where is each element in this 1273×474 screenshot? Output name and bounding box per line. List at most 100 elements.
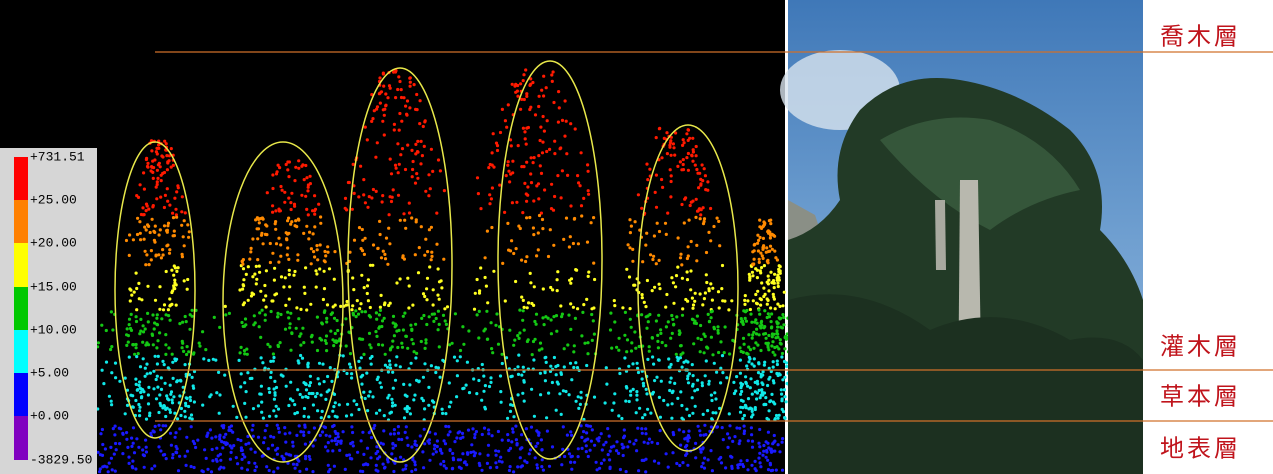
- point: [134, 342, 138, 347]
- point: [602, 443, 606, 447]
- point: [152, 369, 156, 373]
- point: [332, 316, 337, 320]
- point: [706, 180, 710, 184]
- point: [164, 352, 168, 356]
- point: [390, 452, 394, 456]
- point: [761, 370, 765, 374]
- point: [173, 357, 177, 361]
- point: [259, 335, 263, 339]
- point: [201, 403, 205, 407]
- point: [575, 366, 580, 370]
- point: [526, 185, 530, 189]
- point: [693, 404, 697, 408]
- point: [407, 284, 411, 288]
- point: [559, 196, 563, 200]
- point: [125, 403, 130, 407]
- point: [316, 258, 320, 262]
- point: [569, 327, 573, 331]
- point: [155, 374, 159, 378]
- point: [433, 443, 437, 447]
- point: [741, 350, 745, 354]
- point: [396, 345, 400, 350]
- point: [649, 411, 653, 415]
- point: [698, 350, 702, 354]
- layer-label: 喬木層: [1160, 23, 1241, 51]
- point: [461, 452, 465, 456]
- point: [560, 169, 565, 173]
- point: [161, 248, 165, 252]
- point: [528, 83, 532, 87]
- point: [175, 190, 179, 194]
- point: [427, 194, 431, 198]
- point: [633, 220, 637, 224]
- point: [104, 360, 109, 364]
- point: [170, 290, 174, 295]
- point: [258, 311, 262, 315]
- point: [302, 285, 306, 289]
- point: [363, 236, 367, 240]
- point: [508, 328, 512, 332]
- point: [707, 382, 711, 386]
- point: [592, 216, 596, 220]
- point: [158, 393, 162, 397]
- point: [690, 363, 694, 367]
- point: [529, 156, 533, 160]
- point: [744, 404, 748, 408]
- point: [277, 260, 281, 264]
- point: [305, 308, 309, 312]
- point: [254, 282, 258, 286]
- point: [516, 83, 520, 88]
- point: [776, 373, 780, 378]
- point: [646, 441, 650, 445]
- point: [749, 312, 753, 316]
- point: [607, 434, 611, 438]
- point: [755, 379, 760, 383]
- point: [636, 370, 641, 375]
- point: [408, 412, 412, 416]
- point: [300, 193, 304, 197]
- point: [378, 308, 383, 312]
- point: [645, 231, 649, 235]
- point: [753, 467, 757, 471]
- point: [192, 351, 196, 355]
- point: [309, 302, 313, 306]
- point: [476, 192, 480, 196]
- point: [652, 234, 657, 238]
- point: [759, 375, 763, 379]
- point: [707, 319, 712, 323]
- point: [543, 188, 547, 192]
- point: [668, 388, 672, 393]
- point: [283, 200, 287, 204]
- point: [185, 435, 189, 439]
- point: [658, 287, 662, 291]
- point: [166, 366, 170, 370]
- point: [771, 360, 775, 364]
- point: [237, 358, 241, 362]
- point: [477, 309, 481, 313]
- point: [617, 348, 621, 352]
- point: [496, 342, 501, 346]
- point: [350, 372, 354, 376]
- point: [653, 285, 657, 289]
- point: [285, 253, 289, 257]
- point: [415, 351, 419, 355]
- point: [681, 162, 685, 167]
- point: [471, 427, 475, 431]
- point: [183, 454, 187, 458]
- point: [145, 372, 149, 376]
- point: [532, 156, 536, 160]
- point: [686, 254, 690, 258]
- point: [297, 159, 301, 163]
- point: [155, 180, 159, 184]
- point: [594, 460, 598, 464]
- point: [268, 345, 272, 349]
- point: [525, 92, 529, 96]
- point: [317, 202, 321, 206]
- point: [148, 414, 152, 418]
- point: [671, 281, 676, 285]
- point: [421, 450, 425, 454]
- point: [748, 278, 752, 282]
- point: [318, 433, 322, 437]
- point: [317, 361, 322, 365]
- point: [417, 246, 421, 250]
